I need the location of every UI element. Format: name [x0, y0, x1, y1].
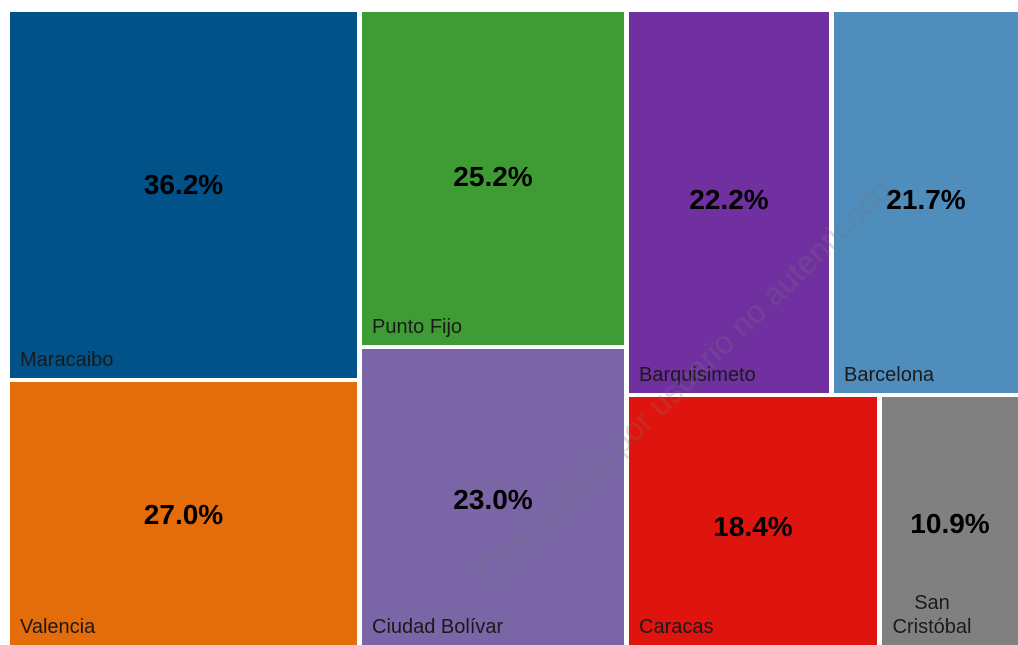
value-label: 36.2%	[143, 169, 224, 200]
tile-label: Barcelona	[844, 364, 935, 386]
tile: 23.0% Ciudad Bolívar	[362, 349, 624, 645]
tile: 22.2% Barquisimeto	[629, 12, 829, 393]
tile: 10.9% San Cristóbal	[882, 397, 1018, 645]
tile: 36.2% Maracaibo	[10, 12, 357, 378]
value-label: 23.0%	[453, 484, 533, 515]
value-label: 18.4%	[713, 511, 793, 542]
tile-label: Valencia	[20, 616, 96, 638]
tile-label: Caracas	[639, 616, 714, 638]
tile-label: Barquisimeto	[639, 364, 756, 386]
tile-label: San Cristóbal	[892, 592, 972, 638]
tile: 25.2% Punto Fijo	[362, 12, 624, 345]
tile-label: Maracaibo	[20, 349, 114, 371]
tile-label: Punto Fijo	[372, 316, 463, 338]
value-label: 25.2%	[453, 161, 533, 192]
tile: 18.4% Caracas	[629, 397, 877, 645]
tile: 21.7% Barcelona	[834, 12, 1018, 393]
tile-label: Ciudad Bolívar	[372, 616, 504, 638]
tile: 27.0% Valencia	[10, 382, 357, 645]
value-label: 27.0%	[143, 499, 224, 530]
value-label: 10.9%	[910, 508, 990, 539]
value-label: 22.2%	[689, 184, 769, 215]
value-label: 21.7%	[886, 184, 966, 215]
